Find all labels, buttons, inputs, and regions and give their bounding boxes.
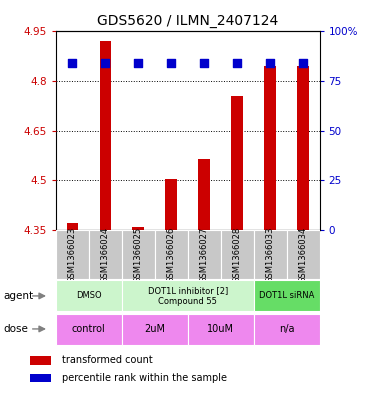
Bar — [30, 356, 51, 365]
Bar — [67, 223, 78, 230]
Bar — [56, 314, 122, 345]
Bar — [254, 314, 320, 345]
Bar — [89, 230, 122, 279]
Bar — [122, 230, 155, 279]
Bar — [221, 230, 254, 279]
Text: GSM1366034: GSM1366034 — [298, 226, 308, 283]
Point — [300, 60, 306, 66]
Text: GSM1366026: GSM1366026 — [167, 226, 176, 283]
Bar — [155, 230, 188, 279]
Bar — [188, 314, 254, 345]
Point — [201, 60, 207, 66]
Bar — [254, 280, 320, 311]
Title: GDS5620 / ILMN_2407124: GDS5620 / ILMN_2407124 — [97, 14, 278, 28]
Point — [102, 60, 108, 66]
Point — [135, 60, 141, 66]
Text: transformed count: transformed count — [62, 355, 152, 365]
Text: GSM1366028: GSM1366028 — [233, 226, 242, 283]
Bar — [198, 159, 210, 230]
Bar — [254, 230, 286, 279]
Text: dose: dose — [4, 324, 29, 334]
Text: n/a: n/a — [279, 324, 295, 334]
Bar — [122, 314, 188, 345]
Text: 10uM: 10uM — [207, 324, 234, 334]
Bar — [286, 230, 320, 279]
Bar — [122, 280, 254, 311]
Text: GSM1366033: GSM1366033 — [266, 226, 275, 283]
Text: percentile rank within the sample: percentile rank within the sample — [62, 373, 227, 383]
Bar — [30, 374, 51, 382]
Text: agent: agent — [4, 291, 34, 301]
Point — [168, 60, 174, 66]
Bar — [99, 41, 111, 230]
Bar — [264, 66, 276, 230]
Text: control: control — [72, 324, 105, 334]
Bar — [166, 179, 177, 230]
Bar — [56, 280, 122, 311]
Bar — [188, 230, 221, 279]
Bar — [297, 66, 309, 230]
Point — [234, 60, 240, 66]
Text: 2uM: 2uM — [144, 324, 165, 334]
Point — [69, 60, 75, 66]
Text: GSM1366025: GSM1366025 — [134, 226, 143, 283]
Text: GSM1366023: GSM1366023 — [68, 226, 77, 283]
Point — [267, 60, 273, 66]
Text: GSM1366024: GSM1366024 — [101, 226, 110, 283]
Text: DOT1L siRNA: DOT1L siRNA — [259, 291, 314, 300]
Bar — [132, 227, 144, 230]
Bar — [231, 96, 243, 230]
Bar — [56, 230, 89, 279]
Text: DMSO: DMSO — [76, 291, 102, 300]
Text: DOT1L inhibitor [2]
Compound 55: DOT1L inhibitor [2] Compound 55 — [147, 286, 228, 306]
Text: GSM1366027: GSM1366027 — [200, 226, 209, 283]
